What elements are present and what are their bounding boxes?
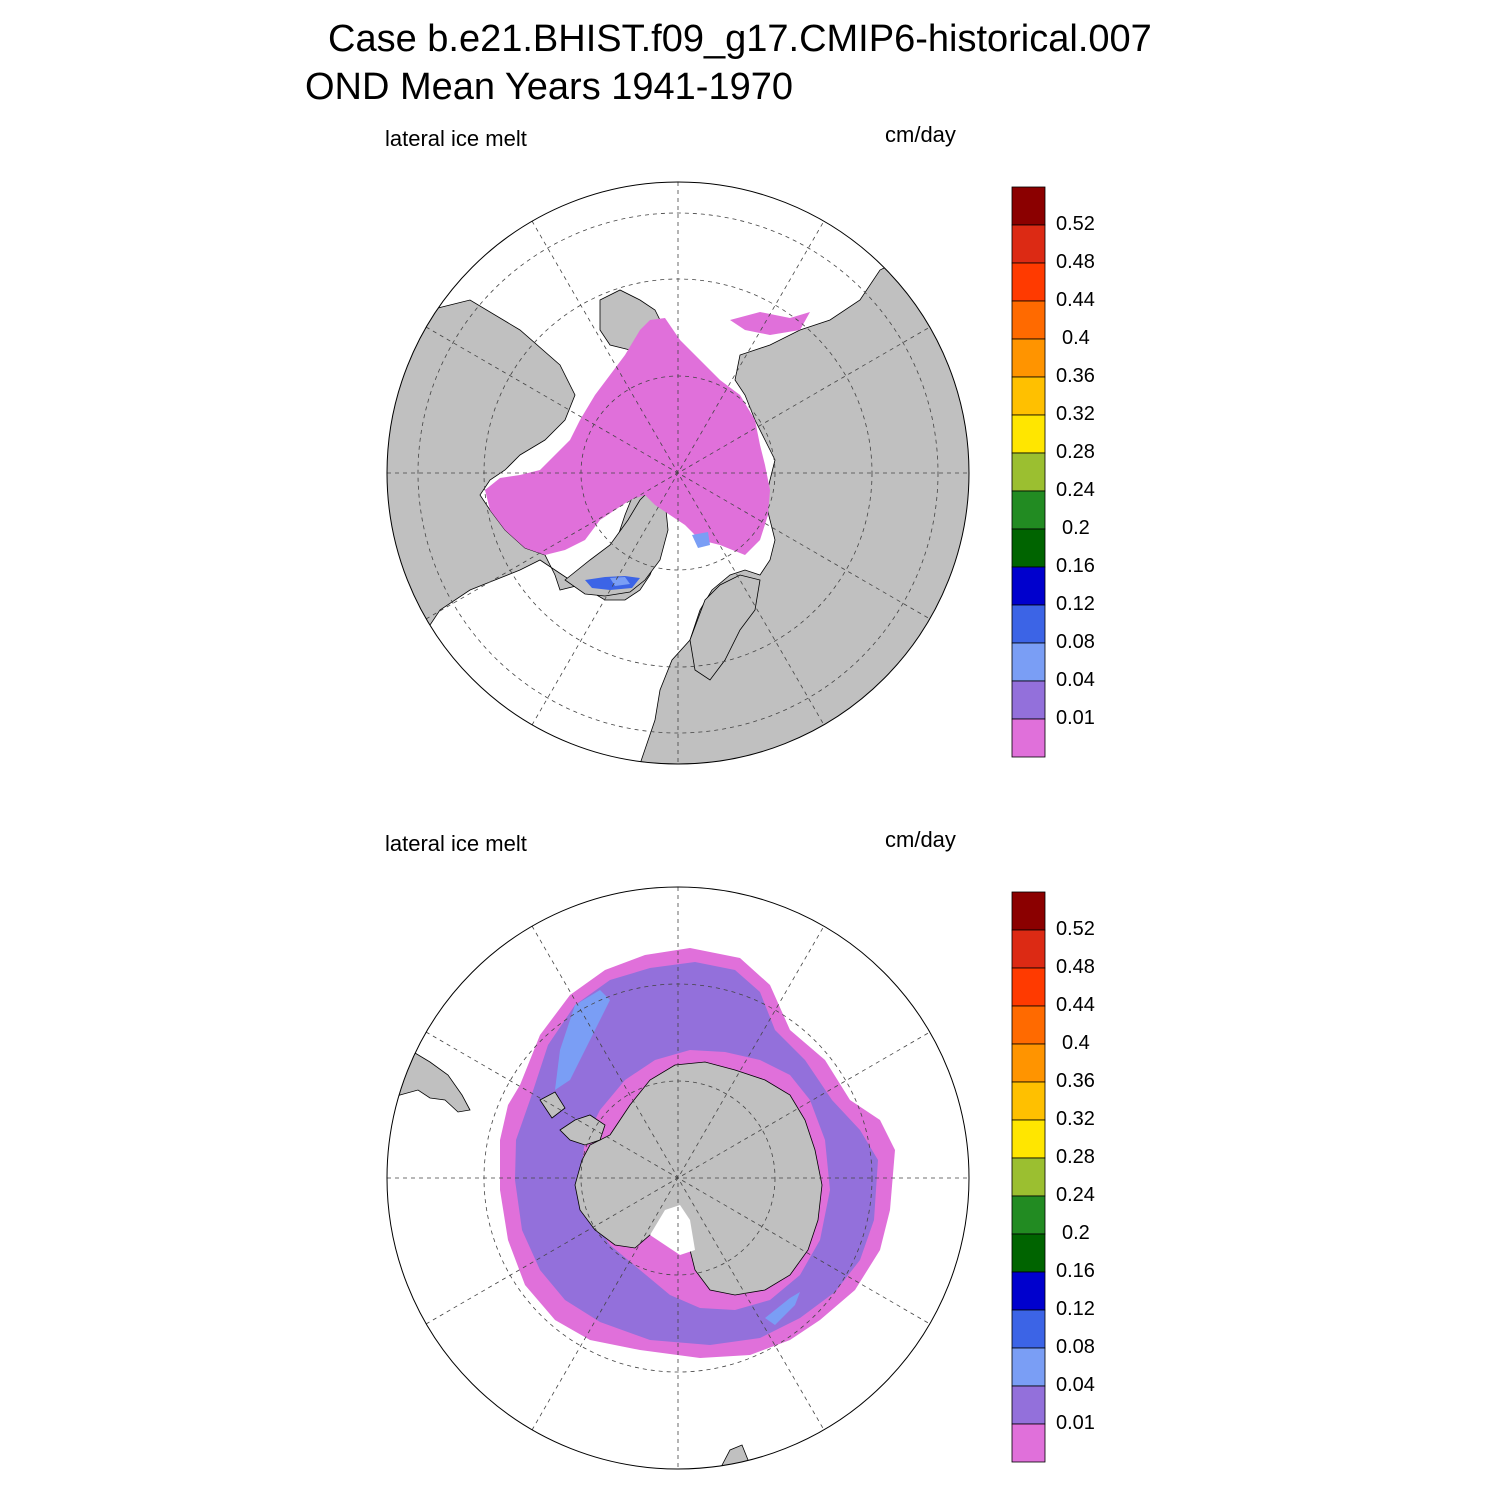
north-polar-map xyxy=(387,182,969,764)
north-colorbar-box-9 xyxy=(1011,528,1046,568)
south-colorbar-box-8 xyxy=(1011,1195,1046,1235)
south-colorbar-box-7 xyxy=(1011,1157,1046,1197)
south-colorbar-label-0: 0.52 xyxy=(1056,918,1095,940)
south-colorbar-box-11 xyxy=(1011,1309,1046,1349)
north-ice-melt-east-strip xyxy=(730,312,810,335)
north-colorbar-label-5: 0.32 xyxy=(1056,403,1095,425)
north-colorbar-box-13 xyxy=(1011,680,1046,720)
south-units-label: cm/day xyxy=(885,827,956,852)
south-land-antarctica xyxy=(574,1061,823,1296)
south-colorbar-label-6: 0.28 xyxy=(1056,1146,1095,1168)
north-colorbar xyxy=(1011,186,1046,758)
south-colorbar-box-1 xyxy=(1011,929,1046,969)
north-colorbar-box-3 xyxy=(1011,300,1046,340)
north-colorbar-box-7 xyxy=(1011,452,1046,492)
north-colorbar-label-2: 0.44 xyxy=(1056,289,1095,311)
north-colorbar-label-6: 0.28 xyxy=(1056,441,1095,463)
north-colorbar-label-9: 0.16 xyxy=(1056,555,1095,577)
south-colorbar-label-13: 0.01 xyxy=(1056,1412,1095,1434)
north-colorbar-box-6 xyxy=(1011,414,1046,454)
south-colorbar-box-12 xyxy=(1011,1347,1046,1387)
figure-title-period: OND Mean Years 1941-1970 xyxy=(305,66,793,108)
south-colorbar-box-10 xyxy=(1011,1271,1046,1311)
north-units-label: cm/day xyxy=(885,122,956,147)
south-colorbar-label-4: 0.36 xyxy=(1056,1070,1095,1092)
north-colorbar-box-14 xyxy=(1011,718,1046,758)
figure-title-case: Case b.e21.BHIST.f09_g17.CMIP6-historica… xyxy=(328,18,1152,60)
north-colorbar-label-0: 0.52 xyxy=(1056,213,1095,235)
south-polar-map xyxy=(387,887,969,1469)
north-colorbar-label-7: 0.24 xyxy=(1056,479,1095,501)
south-colorbar-label-12: 0.04 xyxy=(1056,1374,1095,1396)
south-colorbar-box-13 xyxy=(1011,1385,1046,1425)
north-colorbar-label-3: 0.4 xyxy=(1062,327,1090,349)
north-colorbar-box-2 xyxy=(1011,262,1046,302)
south-colorbar-box-0 xyxy=(1011,891,1046,931)
south-colorbar xyxy=(1011,891,1046,1463)
south-map-border xyxy=(386,886,970,1470)
north-colorbar-label-1: 0.48 xyxy=(1056,251,1095,273)
north-colorbar-box-1 xyxy=(1011,224,1046,264)
south-colorbar-box-9 xyxy=(1011,1233,1046,1273)
north-colorbar-label-12: 0.04 xyxy=(1056,669,1095,691)
south-colorbar-box-5 xyxy=(1011,1081,1046,1121)
south-colorbar-label-8: 0.2 xyxy=(1062,1222,1090,1244)
north-map-border xyxy=(386,181,970,765)
south-colorbar-box-3 xyxy=(1011,1005,1046,1045)
south-colorbar-box-14 xyxy=(1011,1423,1046,1463)
north-land-scandinavia xyxy=(689,574,761,681)
south-colorbar-label-2: 0.44 xyxy=(1056,994,1095,1016)
south-colorbar-label-3: 0.4 xyxy=(1062,1032,1090,1054)
north-colorbar-label-10: 0.12 xyxy=(1056,593,1095,615)
north-colorbar-box-0 xyxy=(1011,186,1046,226)
north-land-greenland xyxy=(564,484,669,597)
south-colorbar-label-5: 0.32 xyxy=(1056,1108,1095,1130)
north-colorbar-box-4 xyxy=(1011,338,1046,378)
south-colorbar-box-6 xyxy=(1011,1119,1046,1159)
south-colorbar-label-1: 0.48 xyxy=(1056,956,1095,978)
north-colorbar-box-10 xyxy=(1011,566,1046,606)
north-colorbar-box-11 xyxy=(1011,604,1046,644)
north-colorbar-label-8: 0.2 xyxy=(1062,517,1090,539)
south-colorbar-label-10: 0.12 xyxy=(1056,1298,1095,1320)
north-colorbar-label-13: 0.01 xyxy=(1056,707,1095,729)
south-variable-label: lateral ice melt xyxy=(385,831,527,856)
north-variable-label: lateral ice melt xyxy=(385,126,527,151)
north-colorbar-label-11: 0.08 xyxy=(1056,631,1095,653)
south-colorbar-box-2 xyxy=(1011,967,1046,1007)
south-colorbar-label-7: 0.24 xyxy=(1056,1184,1095,1206)
north-colorbar-box-12 xyxy=(1011,642,1046,682)
north-ice-melt-region xyxy=(485,318,770,555)
south-colorbar-label-11: 0.08 xyxy=(1056,1336,1095,1358)
north-colorbar-box-8 xyxy=(1011,490,1046,530)
south-colorbar-box-4 xyxy=(1011,1043,1046,1083)
south-colorbar-label-9: 0.16 xyxy=(1056,1260,1095,1282)
north-colorbar-box-5 xyxy=(1011,376,1046,416)
north-colorbar-label-4: 0.36 xyxy=(1056,365,1095,387)
